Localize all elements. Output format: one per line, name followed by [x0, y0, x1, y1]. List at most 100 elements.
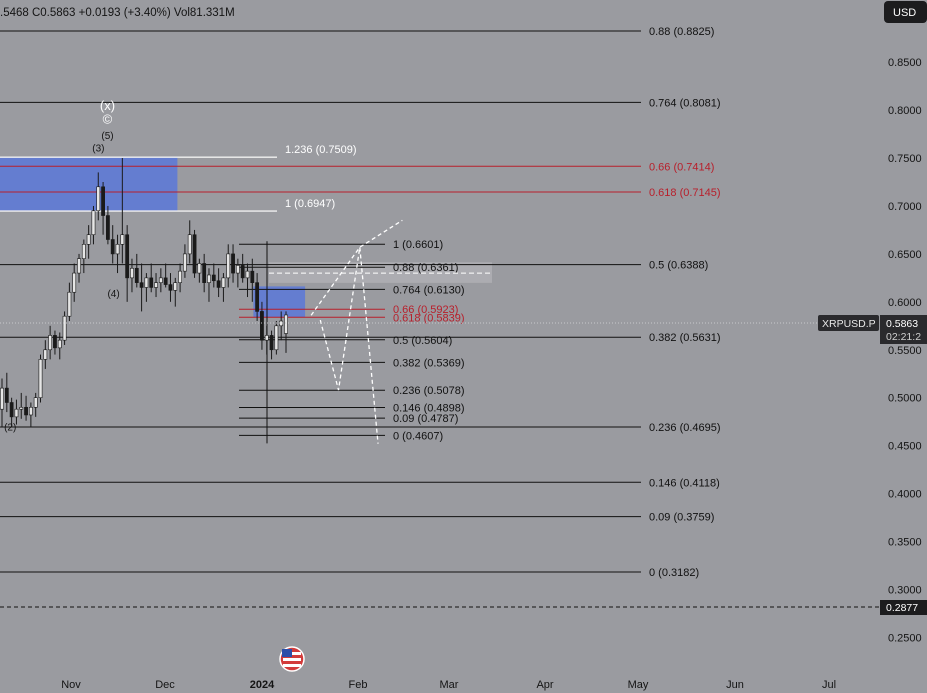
candle-body [284, 314, 288, 334]
candle-body [28, 406, 33, 416]
candle-body [62, 315, 67, 341]
candle-body [173, 282, 178, 291]
countdown-timer: 02:21:2 [886, 331, 921, 343]
y-tick-label: 0.6500 [888, 249, 922, 261]
candle-body [154, 282, 158, 288]
candle-body [0, 387, 4, 410]
x-tick-label: Nov [61, 679, 81, 691]
candle-body [235, 265, 240, 274]
x-tick-label: May [628, 679, 649, 691]
us-flag-icon[interactable] [279, 646, 305, 672]
candle-body [231, 253, 235, 274]
candle-body [163, 277, 168, 285]
fib-small-label: 0.5 (0.5604) [393, 335, 452, 347]
fib-large-label: 0.236 (0.4695) [649, 422, 721, 434]
candle-body [178, 270, 183, 283]
candle-body [86, 234, 91, 245]
low-price-value: 0.2877 [886, 602, 918, 614]
x-tick-label: Dec [155, 679, 175, 691]
y-axis[interactable]: 0.8500 0.8000 0.7500 0.7000 0.6500 0.6000 0.55… [888, 57, 922, 644]
fib-large-label: 0.146 (0.4118) [649, 477, 720, 489]
x-tick-label: Mar [440, 679, 459, 691]
fib-large-label: 0 (0.3182) [649, 567, 699, 579]
wave-label: (2) [4, 422, 16, 433]
price-tag-value: 0.5863 [886, 318, 918, 330]
candle-body [101, 186, 105, 216]
candle-body [96, 186, 101, 212]
x-axis[interactable]: Nov Dec 2024 Feb Mar Apr May Jun Jul [61, 679, 836, 691]
projection-paths [310, 219, 403, 444]
candle-body [120, 234, 125, 245]
candle-body [81, 244, 86, 259]
y-tick-label: 0.3000 [888, 584, 922, 596]
candle-body [255, 282, 260, 312]
currency-button-label: USD [893, 7, 916, 19]
fib-ext-label: 1 (0.6947) [285, 198, 335, 210]
fib-extension: 1.236 (0.7509) 1 (0.6947) [0, 144, 357, 212]
candle-body [245, 270, 250, 279]
fib-small-label: 0 (0.4607) [393, 430, 443, 442]
candle-body [19, 406, 24, 410]
candle-body [139, 282, 144, 288]
y-tick-label: 0.3500 [888, 537, 922, 549]
currency-button[interactable]: USD [884, 1, 927, 23]
candle-body [38, 359, 43, 399]
x-tick-label: 2024 [250, 679, 275, 691]
fib-large-label: 0.618 (0.7145) [649, 187, 721, 199]
wave-label: (x) [100, 98, 115, 113]
fib-large-label: 0.382 (0.5631) [649, 332, 721, 344]
candle-body [158, 277, 163, 283]
candle-body [207, 274, 211, 283]
candlestick-series [0, 158, 288, 427]
wave-labels: (x)© (5)(3) (4) (2) [4, 98, 120, 433]
y-tick-label: 0.2500 [888, 632, 922, 644]
candle-body [274, 325, 279, 351]
candle-body [240, 265, 245, 279]
ohlc-readout: .5468 C0.5863 +0.0193 (+3.40%) Vol81.331… [0, 7, 235, 19]
candle-body [91, 210, 96, 236]
candle-body [67, 291, 72, 317]
y-tick-label: 0.8500 [888, 57, 922, 69]
candle-body [197, 263, 202, 274]
x-tick-label: Jul [822, 679, 836, 691]
candle-body [4, 387, 9, 403]
fib-large-label: 0.88 (0.8825) [649, 26, 714, 38]
candle-body [226, 253, 231, 279]
wave-label: © [103, 112, 113, 127]
candle-body [77, 258, 81, 274]
candle-body [183, 253, 187, 272]
fib-small-label: 0.236 (0.5078) [393, 385, 465, 397]
candle-body [168, 284, 173, 291]
y-tick-label: 0.5000 [888, 393, 922, 405]
candle-body [264, 335, 269, 341]
candle-body [48, 335, 53, 351]
y-tick-label: 0.7500 [888, 153, 922, 165]
fib-large-label: 0.66 (0.7414) [649, 161, 714, 173]
candle-body [57, 339, 62, 349]
candle-body [72, 272, 77, 293]
fib-small-label: 0.09 (0.4787) [393, 413, 458, 425]
fib-large-label: 0.764 (0.8081) [649, 97, 721, 109]
y-tick-label: 0.5500 [888, 345, 922, 357]
wave-label: (5) [101, 131, 113, 142]
y-tick-label: 0.4000 [888, 489, 922, 501]
projection-path [319, 247, 379, 444]
y-tick-label: 0.4500 [888, 441, 922, 453]
wave-label: (4) [107, 289, 119, 300]
y-tick-label: 0.8000 [888, 105, 922, 117]
candle-body [43, 349, 48, 360]
fib-small-label: 0.382 (0.5369) [393, 357, 465, 369]
candle-body [105, 215, 110, 240]
candle-body [24, 406, 28, 416]
x-tick-label: Feb [349, 679, 368, 691]
symbol-label: XRPUSD.P [822, 318, 876, 330]
candle-body [202, 263, 207, 283]
candle-body [149, 277, 154, 288]
candle-body [115, 244, 120, 255]
fib-large-label: 0.09 (0.3759) [649, 512, 714, 524]
price-tag: 0.5863 02:21:2 [880, 315, 927, 344]
candle-body [53, 335, 57, 349]
candle-body [260, 311, 264, 341]
